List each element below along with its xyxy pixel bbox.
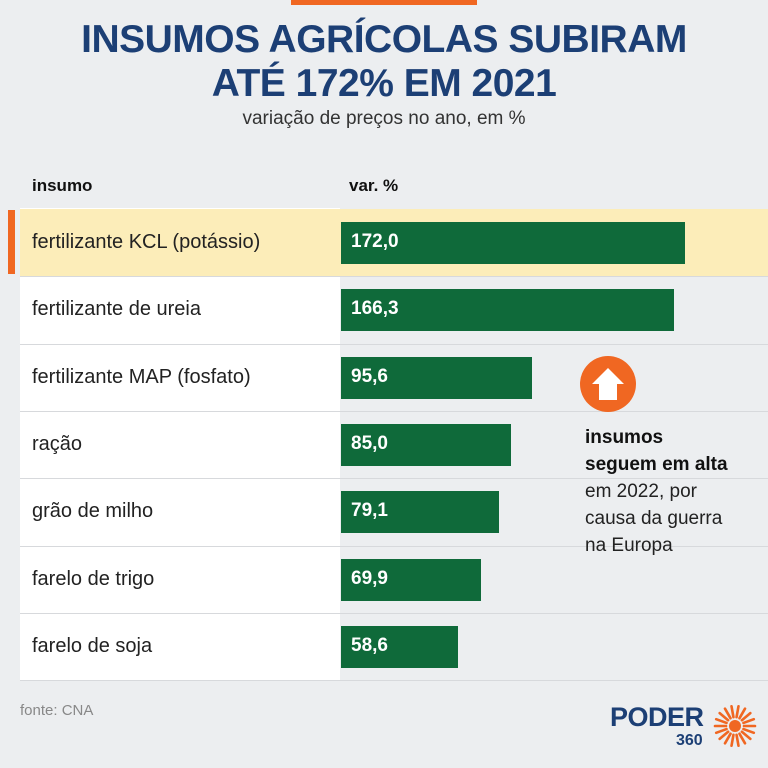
logo-word: PODER (610, 702, 704, 732)
poder360-logo: PODER 360 (610, 702, 757, 754)
table-row: fertilizante de ureia 166,3 (20, 276, 768, 343)
highlight-marker (8, 210, 15, 274)
bar-value-label: 58,6 (351, 634, 388, 656)
note-line5: na Europa (585, 535, 673, 556)
table-row: fertilizante KCL (potássio) 172,0 (20, 209, 768, 276)
category-label: farelo de soja (32, 634, 153, 657)
category-label: fertilizante KCL (potássio) (32, 231, 261, 253)
bar-value-label: 69,9 (351, 567, 388, 589)
bar: 79,1 (341, 491, 500, 534)
table-row: ração 85,0 (20, 411, 768, 478)
label-panel (20, 208, 340, 681)
table-row: fertilizante MAP (fosfato) 95,6 (20, 344, 768, 411)
note-line4: causa da guerra (585, 508, 723, 529)
category-label: farelo de trigo (32, 567, 155, 590)
annotation-note: insumos seguem em alta em 2022, por caus… (585, 424, 765, 559)
bar: 166,3 (341, 289, 674, 332)
sun-icon (713, 705, 757, 747)
row-separator (20, 410, 768, 412)
row-separator (20, 612, 768, 614)
chart-title-line2: ATÉ 172% EM 2021 (211, 62, 557, 105)
row-separator (20, 478, 768, 480)
bar: 172,0 (341, 222, 685, 264)
category-label: fertilizante de ureia (32, 298, 201, 321)
category-label: fertilizante MAP (fosfato) (32, 365, 251, 388)
category-label: grão de milho (32, 500, 154, 523)
logo-number: 360 (676, 732, 703, 749)
column-header-var: var. % (349, 176, 399, 195)
source-text: fonte: CNA (20, 702, 94, 719)
chart-title-line1: INSUMOS AGRÍCOLAS SUBIRAM (81, 18, 687, 61)
chart-title: INSUMOS AGRÍCOLAS SUBIRAM ATÉ 172% EM 20… (0, 18, 768, 106)
note-bold-line1: insumos (585, 427, 664, 448)
row-separator (20, 343, 768, 345)
arrow-up-icon (580, 356, 636, 412)
bar: 58,6 (341, 625, 459, 668)
chart-subtitle: variação de preços no ano, em % (242, 108, 526, 129)
bar-value-label: 85,0 (351, 432, 388, 454)
bar-value-label: 166,3 (351, 298, 399, 320)
table-row: farelo de soja 58,6 (20, 613, 768, 680)
bar: 69,9 (341, 558, 481, 601)
row-separator (20, 545, 768, 547)
note-line3: em 2022, por (585, 481, 697, 502)
bar-value-label: 172,0 (351, 231, 399, 252)
note-bold-line2: seguem em alta (585, 454, 728, 475)
top-accent-bar (291, 0, 477, 5)
column-header-insumo: insumo (32, 176, 93, 195)
table-row: grão de milho 79,1 (20, 478, 768, 545)
row-separator (20, 680, 768, 682)
category-label: ração (32, 432, 83, 455)
bar-value-label: 95,6 (351, 365, 388, 387)
row-separator (20, 276, 768, 278)
bar: 95,6 (341, 356, 533, 399)
bar: 85,0 (341, 423, 511, 466)
table-row: farelo de trigo 69,9 (20, 546, 768, 613)
bar-value-label: 79,1 (351, 500, 388, 522)
